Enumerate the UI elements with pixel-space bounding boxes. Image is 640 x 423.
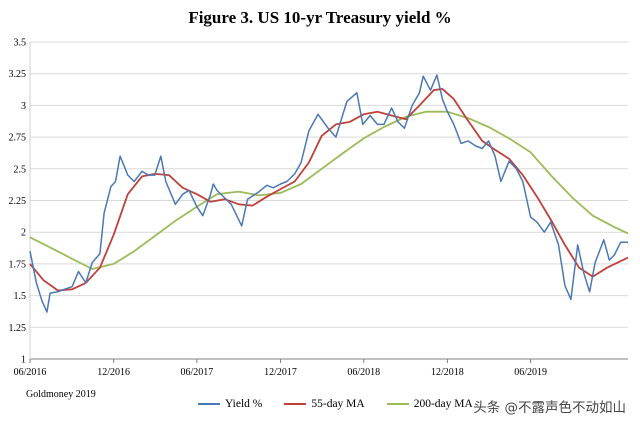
- legend-swatch-yield: [198, 403, 220, 405]
- y-tick-label: 1.5: [14, 291, 27, 302]
- y-tick-label: 2.75: [9, 133, 27, 144]
- y-tick-label: 1.75: [9, 259, 27, 270]
- legend-label-200-day-ma: 200-day MA: [413, 398, 473, 410]
- axes: 1 1.25 1.5 1.75 2 2.25 2.5 2.75 3 3.25 3.5 06/2016 1…: [9, 38, 628, 378]
- x-tick-label: 06/2016: [14, 367, 47, 378]
- watermark-text: 头条 @不露声色不动如山: [473, 400, 626, 416]
- y-tick-label: 1: [21, 355, 26, 366]
- legend-item-200-day-ma: 200-day MA: [386, 398, 473, 410]
- legend: Yield % 55-day MA 200-day MA: [198, 398, 473, 410]
- y-tick-label: 3.5: [14, 38, 27, 49]
- series-line-yield: [29, 74, 628, 313]
- x-tick-label: 12/2017: [264, 367, 297, 378]
- x-tick-label: 06/2018: [347, 367, 380, 378]
- x-tick-label: 12/2016: [97, 367, 130, 378]
- x-tick-label: 06/2019: [514, 367, 547, 378]
- legend-swatch-55-day-ma: [284, 403, 307, 405]
- y-tick-label: 2.25: [9, 196, 27, 207]
- legend-label-yield: Yield %: [225, 398, 263, 410]
- source-note: Goldmoney 2019: [26, 389, 96, 400]
- y-tick-label: 3.25: [9, 69, 27, 80]
- legend-item-55-day-ma: 55-day MA: [284, 398, 365, 410]
- legend-label-55-day-ma: 55-day MA: [311, 398, 365, 410]
- series-lines: [29, 74, 629, 313]
- y-tick-label: 2: [21, 228, 26, 239]
- legend-item-yield: Yield %: [198, 398, 262, 410]
- y-tick-label: 3: [21, 101, 26, 112]
- y-tick-label: 1.25: [9, 323, 27, 334]
- y-tick-label: 2.5: [14, 164, 27, 175]
- legend-swatch-200-day-ma: [386, 403, 409, 405]
- x-tick-label: 12/2018: [431, 367, 464, 378]
- series-line-200-day-ma: [29, 110, 629, 270]
- x-tick-label: 06/2017: [180, 367, 213, 378]
- chart-title: Figure 3. US 10-yr Treasury yield %: [188, 8, 452, 27]
